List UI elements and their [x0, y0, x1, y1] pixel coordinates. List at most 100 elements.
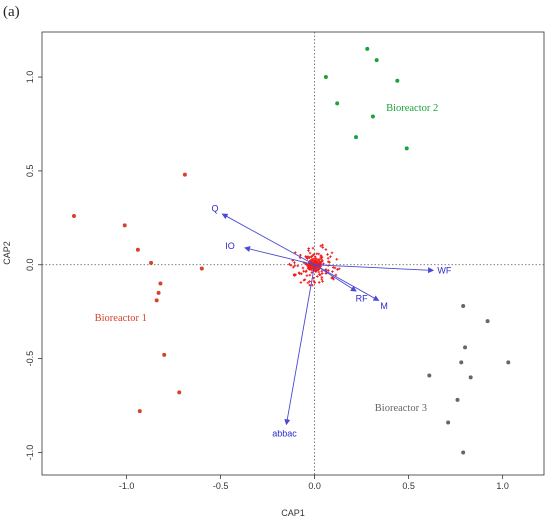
species-point — [317, 281, 321, 284]
species-point — [324, 272, 328, 275]
species-point — [313, 281, 317, 284]
species-point — [304, 270, 308, 273]
bioreactor-1-point — [162, 352, 167, 357]
bioreactor-3-point — [427, 373, 432, 378]
bioreactor-2-point — [395, 78, 400, 83]
y-axis-title: CAP2 — [2, 241, 12, 265]
bioreactor-1-point — [199, 266, 204, 271]
bioreactor-2-point — [335, 101, 340, 106]
bioreactor-1-point — [156, 290, 161, 295]
species-point — [292, 274, 296, 277]
species-point — [311, 253, 315, 257]
bioreactor-2-label: Bioreactor 2 — [386, 103, 438, 114]
bioreactor-1-point — [182, 172, 187, 177]
species-point — [307, 249, 310, 252]
sample-points — [71, 46, 511, 455]
species-point — [293, 251, 297, 254]
species-point — [331, 276, 334, 280]
species-point — [318, 273, 321, 276]
species-point — [327, 269, 330, 272]
species-point — [321, 259, 324, 263]
species-point — [299, 253, 302, 257]
species-point — [301, 266, 305, 270]
species-point — [329, 255, 332, 258]
bioreactor-1-label: Bioreactor 1 — [95, 313, 147, 324]
bioreactor-3-point — [485, 319, 490, 324]
species-point — [288, 262, 291, 266]
bioreactor-1-point — [177, 390, 182, 395]
bioreactor-2-point — [353, 135, 358, 140]
species-point — [320, 275, 324, 279]
species-point — [331, 266, 335, 269]
species-point — [306, 255, 310, 258]
vector-abbac — [284, 264, 316, 426]
plot-frame — [41, 31, 545, 476]
species-point — [333, 266, 337, 270]
panel-label: (a) — [3, 4, 20, 20]
bioreactor-3-point — [461, 450, 466, 455]
vector-label-wf: WF — [437, 265, 451, 275]
y-tick-label: 0.0 — [25, 259, 35, 272]
species-point — [308, 273, 312, 277]
bioreactor-1-point — [135, 247, 140, 252]
species-point — [302, 269, 305, 273]
species-point — [320, 255, 324, 259]
species-point — [320, 270, 324, 273]
group-labels: Bioreactor 1 Bioreactor 2 Bioreactor 3 — [95, 103, 439, 414]
bioreactor-3-point — [455, 397, 460, 402]
vector-label-abbac: abbac — [272, 429, 297, 439]
species-point — [316, 275, 319, 278]
bioreactor-1-point — [122, 223, 127, 228]
y-tick-label: 0.5 — [25, 165, 35, 178]
species-point — [303, 278, 307, 281]
species-point — [299, 281, 303, 284]
bioreactor-1-point — [137, 409, 142, 414]
species-point — [328, 260, 331, 264]
bioreactor-2-point — [370, 114, 375, 119]
species-point — [324, 248, 328, 251]
species-point — [331, 270, 334, 273]
reference-lines — [42, 32, 544, 475]
bioreactor-1-point — [71, 213, 76, 218]
species-point — [330, 251, 334, 255]
species-point — [317, 270, 321, 274]
bioreactor-3-point — [461, 304, 466, 309]
species-point — [322, 262, 325, 266]
species-point — [326, 253, 329, 256]
species-point — [293, 261, 296, 264]
species-point — [335, 258, 339, 261]
vector-label-rf: RF — [356, 294, 368, 304]
species-point — [337, 267, 341, 271]
vector-label-m: M — [380, 301, 388, 311]
species-point — [289, 264, 293, 267]
bioreactor-2-point — [374, 58, 379, 63]
y-tick-label: -0.5 — [25, 351, 35, 367]
x-tick-label: -0.5 — [213, 481, 229, 491]
vector-m — [314, 264, 380, 301]
bioreactor-3-point — [506, 360, 511, 365]
axis-ticks: -1.0 -0.5 0.0 0.5 1.0 -1.0 -0.5 0.0 0.5 1.0 — [25, 71, 509, 491]
x-axis-title: CAP1 — [281, 508, 305, 518]
species-point — [308, 251, 312, 255]
species-point — [319, 257, 323, 261]
bioreactor-3-label: Bioreactor 3 — [375, 403, 427, 414]
vector-rf — [314, 264, 357, 292]
vector-label-io: IO — [225, 241, 235, 251]
species-point — [293, 264, 297, 268]
bioreactor-2-point — [365, 46, 370, 51]
bioreactor-3-point — [468, 375, 473, 380]
vector-io — [244, 246, 315, 266]
bioreactor-3-point — [463, 345, 468, 350]
vector-q — [221, 213, 315, 266]
vector-label-q: Q — [211, 203, 218, 213]
species-point — [336, 268, 339, 271]
species-point — [291, 265, 295, 269]
species-point — [317, 252, 321, 256]
species-point — [304, 255, 308, 259]
bioreactor-3-point — [446, 420, 451, 425]
vector-wf — [314, 264, 435, 274]
species-point — [319, 244, 323, 248]
species-point — [305, 274, 309, 277]
